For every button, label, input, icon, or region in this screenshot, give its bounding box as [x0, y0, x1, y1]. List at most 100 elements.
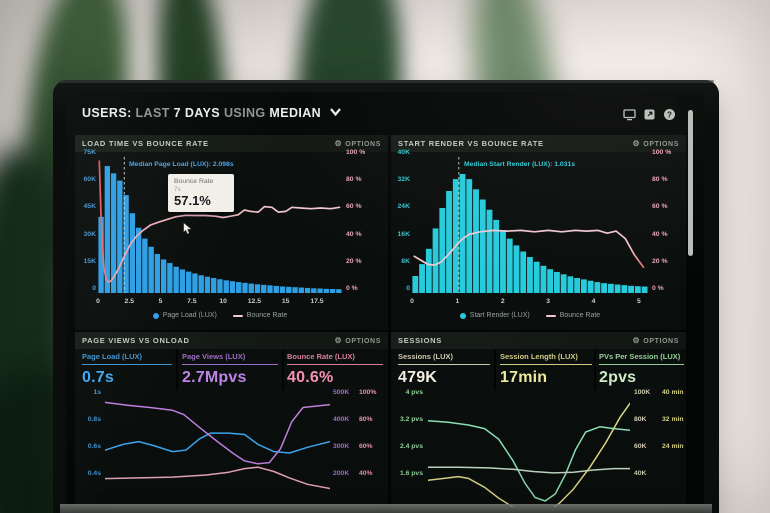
x-tick-label: 0 — [96, 298, 100, 305]
axis-tick-label: 45K — [83, 203, 96, 211]
panel-titlebar: SESSIONS ⚙ OPTIONS — [391, 332, 686, 349]
share-icon[interactable] — [643, 108, 656, 121]
panel-titlebar: START RENDER VS BOUNCE RATE ⚙ OPTIONS — [391, 135, 686, 152]
panel-title: SESSIONS — [398, 336, 442, 345]
x-tick-label: 2 — [500, 298, 505, 305]
title-median: MEDIAN — [269, 106, 322, 120]
legend-dot — [459, 312, 466, 319]
laptop-hinge — [60, 504, 712, 513]
panel-title: START RENDER VS BOUNCE RATE — [398, 139, 544, 148]
vertical-scrollbar-thumb[interactable] — [688, 110, 693, 256]
axis-tick-label: 40K — [634, 470, 647, 477]
metric-value: 17min — [500, 369, 548, 386]
x-tick-label: 5 — [158, 298, 163, 305]
legend-dot — [152, 312, 159, 319]
svg-text:?: ? — [667, 110, 672, 119]
legend-item: Bounce Rate — [545, 312, 600, 319]
metric-value: 2.7Mpvs — [182, 369, 247, 386]
axis-tick-label: 80K — [634, 416, 647, 423]
metric-label: Page Views (LUX) — [182, 352, 278, 365]
axis-tick-label: 15K — [83, 257, 96, 265]
metric-page-load: Page Load (LUX) 0.7s — [82, 352, 172, 387]
axis-tick-label: 80 % — [652, 176, 668, 184]
axis-tick-label: 1s — [93, 389, 101, 396]
panel-start-render-vs-bounce-rate: START RENDER VS BOUNCE RATE ⚙ OPTIONS 40K… — [391, 135, 686, 330]
title-users: USERS: — [82, 106, 132, 120]
legend-item: Start Render (LUX) — [459, 312, 530, 319]
axis-tick-label: 40 min — [662, 389, 684, 396]
panel-sessions: SESSIONS ⚙ OPTIONS Sessions (LUX) 479K Se… — [391, 332, 686, 513]
chart-legend: Page Load (LUX) Bounce Rate — [98, 312, 342, 319]
axis-tick-label: 2.4 pvs — [399, 443, 423, 450]
line-chart-plot[interactable] — [105, 389, 330, 507]
gear-icon: ⚙ — [334, 336, 343, 345]
median-annotation: Median Page Load (LUX): 2.098s — [129, 161, 234, 168]
histogram-plot[interactable] — [98, 157, 342, 293]
axis-tick-label: 0 — [406, 285, 410, 292]
options-button[interactable]: ⚙ OPTIONS — [334, 336, 381, 345]
gear-icon: ⚙ — [632, 336, 641, 345]
x-tick-label: 5 — [637, 298, 641, 305]
histogram-plot[interactable] — [412, 157, 648, 293]
legend-item: Bounce Rate — [232, 312, 287, 319]
axis-tick-label: 100% — [359, 389, 377, 396]
axis-tick-label: 100 % — [346, 149, 366, 156]
x-tick-label: 12.5 — [247, 298, 262, 305]
axis-tick-label: 80% — [359, 416, 373, 423]
axis-tick-label: 0 % — [652, 285, 664, 292]
dashboard-screen: USERS: LAST 7 DAYS USING MEDIAN ? — [66, 92, 704, 513]
median-annotation: Median Start Render (LUX): 1.031s — [464, 161, 576, 168]
monitor-icon[interactable] — [623, 108, 636, 121]
x-tick-label: 17.5 — [310, 298, 324, 305]
axis-tick-label: 60 % — [346, 203, 362, 211]
tooltip-value: 57.1% — [174, 193, 211, 208]
x-tick-label: 7.5 — [187, 298, 197, 305]
axis-tick-label: 300K — [333, 443, 350, 450]
axis-tick-label: 400K — [333, 416, 350, 423]
x-tick-label: 10 — [219, 298, 227, 305]
x-tick-label: 0 — [410, 298, 414, 305]
chevron-down-icon — [330, 108, 341, 116]
axis-tick-label: 0.4s — [87, 470, 101, 477]
axis-tick-label: 40% — [359, 470, 373, 477]
legend-item: Page Load (LUX) — [152, 312, 217, 319]
panel-title: LOAD TIME VS BOUNCE RATE — [82, 139, 209, 148]
title-last: LAST — [135, 106, 170, 120]
metric-bounce-rate: Bounce Rate (LUX) 40.6% — [287, 352, 383, 387]
panel-titlebar: PAGE VIEWS VS ONLOAD ⚙ OPTIONS — [75, 332, 388, 349]
tooltip-title: Bounce Rate — [174, 178, 214, 185]
help-icon[interactable]: ? — [663, 108, 676, 121]
axis-tick-label: 75K — [83, 149, 96, 156]
x-tick-label: 15 — [281, 298, 290, 305]
axis-tick-label: 30K — [83, 230, 96, 238]
legend-line — [545, 314, 556, 317]
axis-tick-label: 4 pvs — [405, 389, 423, 396]
options-button[interactable]: ⚙ OPTIONS — [632, 336, 679, 345]
options-button[interactable]: ⚙ OPTIONS — [632, 139, 679, 148]
axis-tick-label: 60K — [83, 176, 96, 184]
axis-tick-label: 60K — [634, 443, 647, 450]
axis-tick-label: 0.8s — [87, 416, 101, 423]
title-days: 7 DAYS — [173, 106, 221, 120]
dashboard-header: USERS: LAST 7 DAYS USING MEDIAN ? — [66, 92, 704, 135]
axis-tick-label: 24 min — [662, 443, 684, 450]
x-tick-label: 1 — [455, 298, 460, 305]
panel-load-time-vs-bounce-rate: LOAD TIME VS BOUNCE RATE ⚙ OPTIONS 75K 60K… — [75, 135, 388, 330]
axis-tick-label: 24K — [397, 203, 410, 211]
axis-tick-label: 8K — [401, 257, 410, 265]
title-using: USING — [223, 106, 266, 120]
axis-tick-label: 20 % — [346, 257, 362, 265]
options-button[interactable]: ⚙ OPTIONS — [334, 139, 381, 148]
axis-tick-label: 80 % — [346, 176, 362, 184]
dashboard-title-dropdown[interactable]: USERS: LAST 7 DAYS USING MEDIAN — [82, 106, 341, 120]
hover-tooltip: Bounce Rate 7s 57.1% — [168, 174, 234, 212]
line-chart-plot[interactable] — [428, 389, 630, 507]
x-tick-label: 2.5 — [124, 298, 134, 305]
gear-icon: ⚙ — [632, 139, 641, 148]
axis-tick-label: 32 min — [662, 416, 684, 423]
x-tick-label: 4 — [591, 298, 596, 305]
mouse-cursor-icon — [183, 222, 193, 235]
axis-tick-label: 100 % — [652, 149, 672, 156]
metric-label: Bounce Rate (LUX) — [287, 352, 383, 365]
